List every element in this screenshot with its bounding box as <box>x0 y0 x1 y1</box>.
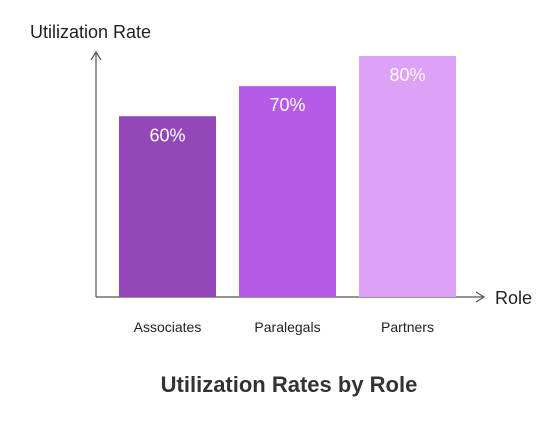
x-tick-labels-group: Associates Paralegals Partners <box>134 319 434 335</box>
data-label-paralegals: 70% <box>269 95 305 115</box>
bar-partners <box>359 56 456 297</box>
x-tick-label-associates: Associates <box>134 319 202 335</box>
x-axis-title: Role <box>495 288 532 308</box>
x-tick-label-paralegals: Paralegals <box>254 319 320 335</box>
chart-title: Utilization Rates by Role <box>161 372 418 397</box>
y-axis-arrow <box>90 50 102 61</box>
data-label-partners: 80% <box>389 65 425 85</box>
y-axis-title: Utilization Rate <box>30 22 151 42</box>
data-label-associates: 60% <box>149 125 185 145</box>
bars-group <box>119 56 456 297</box>
data-labels-group: 60% 70% 80% <box>149 65 425 145</box>
x-tick-label-partners: Partners <box>381 319 434 335</box>
bar-paralegals <box>239 86 336 297</box>
bar-associates <box>119 116 216 297</box>
x-axis-arrow <box>475 291 486 303</box>
